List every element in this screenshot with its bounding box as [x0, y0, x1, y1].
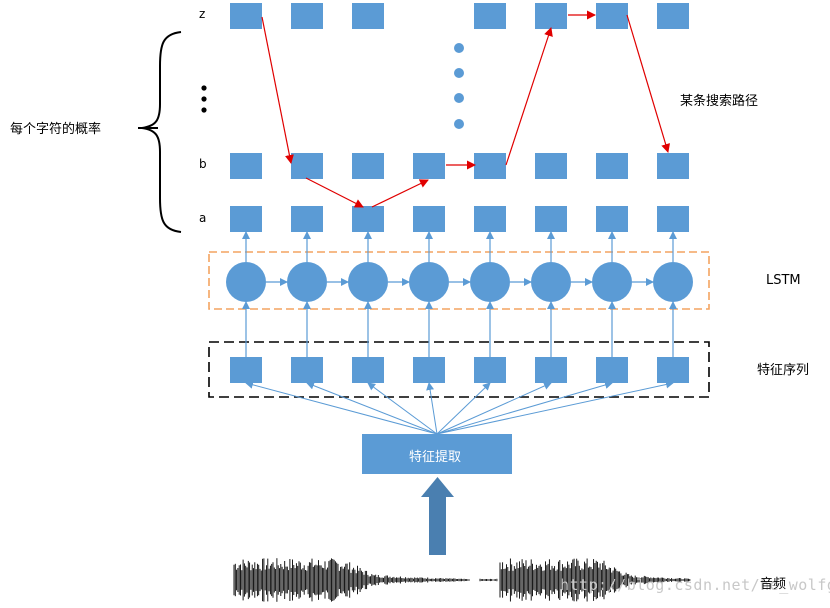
vertical-dots-icon	[201, 85, 207, 91]
search-path-label: 某条搜索路径	[680, 94, 759, 109]
column-ellipsis-dot	[454, 93, 464, 103]
feature-box	[230, 357, 262, 383]
search-path-arrow	[305, 177, 364, 208]
prob-box-b	[413, 153, 445, 179]
vertical-dots-icon	[201, 96, 207, 102]
lstm-cell	[409, 262, 449, 302]
prob-box-z	[596, 3, 628, 29]
prob-box-a	[596, 206, 628, 232]
prob-box-b	[657, 153, 689, 179]
prob-box-a	[474, 206, 506, 232]
prob-box-a	[352, 206, 384, 232]
prob-box-b	[352, 153, 384, 179]
row-label-a: a	[199, 211, 207, 225]
audio-label: 音频	[760, 577, 787, 592]
generated-shapes	[226, 3, 693, 435]
lstm-cell	[226, 262, 266, 302]
prob-box-a	[535, 206, 567, 232]
lstm-cell	[653, 262, 693, 302]
lstm-cell	[348, 262, 388, 302]
audio-waveform	[233, 558, 691, 602]
prob-box-z	[657, 3, 689, 29]
lstm-cell	[592, 262, 632, 302]
extraction-to-feature-arrow	[426, 382, 438, 435]
prob-box-a	[413, 206, 445, 232]
prob-box-a	[657, 206, 689, 232]
feature-sequence-frame	[208, 341, 710, 398]
input-arrow-head	[421, 477, 454, 497]
character-probability-label: 每个字符的概率	[10, 122, 102, 137]
feature-sequence-label: 特征序列	[757, 363, 810, 378]
lstm-cell	[287, 262, 327, 302]
brace-icon	[141, 31, 182, 233]
extraction-to-feature-arrow	[436, 382, 552, 435]
watermark-text: http://blog.csdn.net/he_wolfgie	[560, 576, 830, 594]
prob-box-z	[230, 3, 262, 29]
search-path-arrow	[371, 179, 429, 208]
lstm-cell	[531, 262, 571, 302]
lstm-label: LSTM	[766, 273, 801, 288]
feature-box	[657, 357, 689, 383]
prob-box-b	[596, 153, 628, 179]
search-path-arrow	[261, 16, 294, 164]
prob-box-z	[291, 3, 323, 29]
prob-box-a	[291, 206, 323, 232]
prob-box-b	[291, 153, 323, 179]
feature-box	[474, 357, 506, 383]
column-ellipsis-dot	[454, 119, 464, 129]
prob-box-z	[352, 3, 384, 29]
extraction-to-feature-arrow	[436, 381, 613, 435]
vertical-dots-icon	[201, 107, 207, 113]
prob-box-b	[474, 153, 506, 179]
feature-box	[352, 357, 384, 383]
column-ellipsis-dot	[454, 68, 464, 78]
lstm-frame	[208, 251, 710, 310]
input-arrow-shaft	[429, 495, 446, 555]
column-ellipsis-dot	[454, 43, 464, 53]
feature-box	[596, 357, 628, 383]
prob-box-z	[474, 3, 506, 29]
prob-box-a	[230, 206, 262, 232]
extraction-to-feature-arrow	[436, 380, 674, 435]
row-label-z: z	[199, 7, 206, 21]
row-label-b: b	[199, 157, 207, 171]
prob-box-b	[230, 153, 262, 179]
prob-box-b	[535, 153, 567, 179]
extraction-to-feature-arrow	[367, 382, 438, 435]
extraction-to-feature-arrow	[436, 382, 491, 435]
feature-box	[291, 357, 323, 383]
feature-extraction-label: 特征提取	[409, 450, 462, 465]
extraction-to-feature-arrow	[245, 380, 438, 435]
search-path-arrow	[505, 27, 553, 166]
search-path-arrow	[626, 14, 671, 153]
feature-extraction-box	[362, 434, 512, 474]
lstm-cell	[470, 262, 510, 302]
feature-box	[535, 357, 567, 383]
prob-box-z	[535, 3, 567, 29]
feature-box	[413, 357, 445, 383]
extraction-to-feature-arrow	[306, 381, 438, 435]
